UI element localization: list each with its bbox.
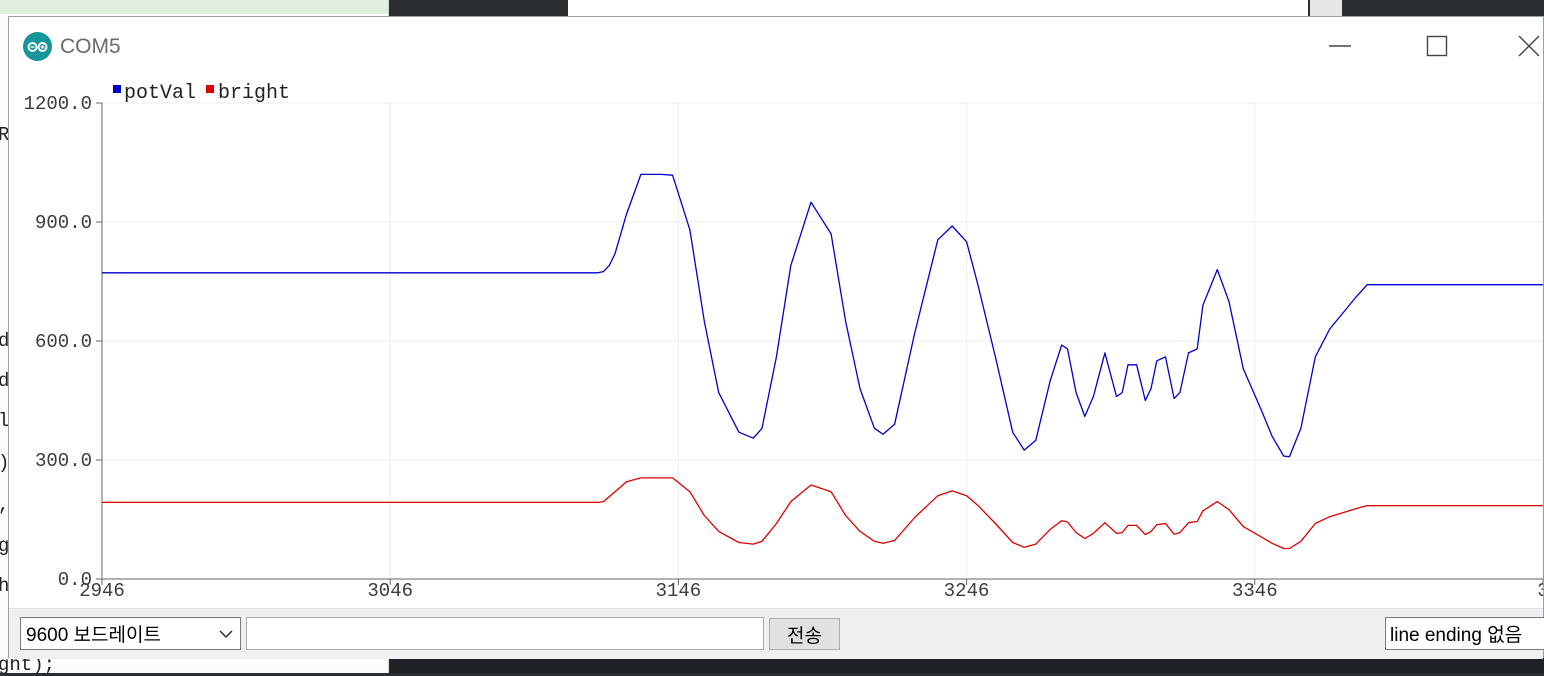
baud-rate-select[interactable]: 9600 보드레이트 <box>20 617 241 650</box>
plot-series <box>102 173 1543 550</box>
x-tick-label: 3246 <box>944 580 990 602</box>
editor-fragment: ght); <box>0 654 56 676</box>
legend-label-bright: bright <box>218 82 290 105</box>
x-tick-label: 3346 <box>1232 580 1278 602</box>
x-tick-label: 3 <box>1537 580 1543 602</box>
y-tick-label: 300.0 <box>35 450 92 472</box>
close-button[interactable] <box>1506 29 1544 63</box>
legend-swatch-bright <box>206 85 214 93</box>
arduino-icon <box>23 32 52 61</box>
window-title: COM5 <box>60 35 121 58</box>
legend-label-potval: potVal <box>124 82 196 105</box>
series-line-potval <box>102 173 1543 458</box>
line-ending-select[interactable]: line ending 없음 <box>1385 617 1544 650</box>
background-window-strip <box>1310 0 1342 16</box>
minimize-button[interactable] <box>1317 29 1363 63</box>
y-tick-label: 1200.0 <box>24 93 92 115</box>
editor-fragment: , <box>0 494 9 516</box>
chevron-down-icon <box>219 630 233 639</box>
editor-fragment: h <box>0 575 10 597</box>
maximize-button[interactable] <box>1414 29 1460 63</box>
plot-area: 0.0 300.0 600.0 900.0 1200.0 2946 3046 3146 324… <box>24 82 1543 602</box>
title-bar[interactable]: COM5 <box>9 17 1543 75</box>
close-icon <box>1518 35 1540 57</box>
maximize-icon <box>1426 35 1448 57</box>
x-tick-label: 3046 <box>367 580 413 602</box>
y-tick-label: 0.0 <box>58 569 92 591</box>
y-axis-ticks: 0.0 300.0 600.0 900.0 1200.0 <box>24 93 102 591</box>
x-axis-ticks: 2946 3046 3146 3246 3346 3 <box>79 579 1543 602</box>
plot-legend: potVal bright <box>113 82 290 105</box>
background-window-strip <box>568 0 1308 16</box>
editor-fragment: ) <box>0 452 9 474</box>
editor-fragment: R <box>0 124 10 146</box>
x-tick-label: 2946 <box>79 580 125 602</box>
editor-fragment: l <box>0 410 10 432</box>
y-tick-label: 900.0 <box>35 212 92 234</box>
serial-plotter-window: COM5 0.0 300.0 600.0 900.0 1200.0 2946 3046 31… <box>8 16 1544 659</box>
y-tick-label: 600.0 <box>35 331 92 353</box>
send-button[interactable]: 전송 <box>769 618 840 650</box>
legend-swatch-potval <box>113 85 121 93</box>
plot-grid <box>102 102 1543 580</box>
send-input[interactable] <box>246 617 764 650</box>
baud-rate-value: 9600 보드레이트 <box>26 625 161 646</box>
editor-fragment: d <box>0 330 10 352</box>
series-line-bright <box>102 477 1543 550</box>
background-desktop-strip <box>390 658 1544 673</box>
x-tick-label: 3146 <box>656 580 702 602</box>
editor-fragment: d <box>0 370 10 392</box>
editor-top-bar <box>0 0 388 14</box>
editor-fragment: g <box>0 535 10 557</box>
plotter-control-bar: 9600 보드레이트 전송 line ending 없음 <box>9 608 1544 659</box>
minimize-icon <box>1329 45 1351 47</box>
